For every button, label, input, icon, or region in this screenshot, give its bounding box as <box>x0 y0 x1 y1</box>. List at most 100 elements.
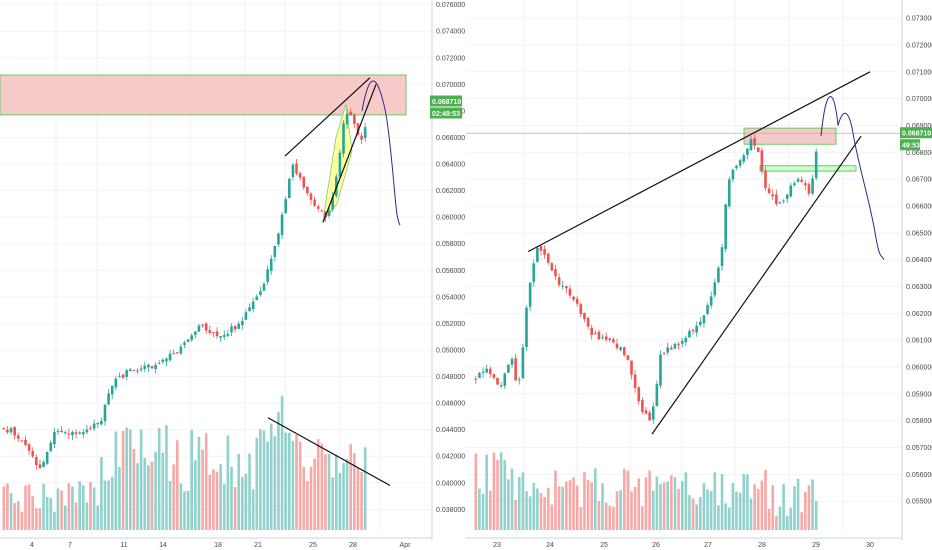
candle-body[interactable] <box>800 179 804 182</box>
candle-body[interactable] <box>622 347 626 356</box>
candle-body[interactable] <box>353 114 356 124</box>
candle-body[interactable] <box>626 355 630 360</box>
candle-body[interactable] <box>248 307 251 312</box>
candle-body[interactable] <box>554 269 557 277</box>
candle-body[interactable] <box>338 152 342 177</box>
candle-body[interactable] <box>251 301 255 309</box>
candle-body[interactable] <box>298 173 302 178</box>
candle-body[interactable] <box>778 202 782 204</box>
candle-body[interactable] <box>749 139 753 151</box>
candle-body[interactable] <box>147 364 150 368</box>
candle-body[interactable] <box>132 370 136 372</box>
candle-body[interactable] <box>349 111 353 116</box>
candle-body[interactable] <box>316 206 320 209</box>
candle-body[interactable] <box>226 333 230 336</box>
candle-body[interactable] <box>356 123 360 135</box>
candle-body[interactable] <box>172 353 175 355</box>
candle-body[interactable] <box>507 364 510 373</box>
candle-body[interactable] <box>760 150 764 172</box>
candle-body[interactable] <box>695 325 698 333</box>
candle-body[interactable] <box>38 464 42 469</box>
resistance-zone[interactable] <box>0 74 407 116</box>
candle-body[interactable] <box>579 304 583 314</box>
candle-body[interactable] <box>31 450 35 457</box>
candle-body[interactable] <box>345 113 349 125</box>
candle-body[interactable] <box>485 368 488 373</box>
candle-body[interactable] <box>27 444 31 451</box>
candle-body[interactable] <box>532 263 536 283</box>
candle-body[interactable] <box>157 362 161 364</box>
candle-body[interactable] <box>764 170 767 188</box>
candle-body[interactable] <box>713 282 717 296</box>
candle-body[interactable] <box>331 196 334 210</box>
candle-body[interactable] <box>96 422 100 425</box>
candle-body[interactable] <box>604 336 608 340</box>
candle-body[interactable] <box>706 305 709 314</box>
candle-body[interactable] <box>161 359 165 362</box>
candle-body[interactable] <box>724 204 727 249</box>
candle-body[interactable] <box>804 183 807 186</box>
candle-body[interactable] <box>641 400 644 412</box>
candle-body[interactable] <box>586 317 590 327</box>
candle-body[interactable] <box>756 147 760 152</box>
candle-body[interactable] <box>782 200 785 202</box>
candle-body[interactable] <box>811 178 814 194</box>
candle-body[interactable] <box>280 214 284 236</box>
candle-body[interactable] <box>179 346 183 354</box>
candle-body[interactable] <box>478 373 481 378</box>
candle-body[interactable] <box>168 353 172 361</box>
candle-body[interactable] <box>103 404 107 422</box>
candle-body[interactable] <box>720 247 724 266</box>
candle-body[interactable] <box>215 331 219 337</box>
candle-body[interactable] <box>136 370 139 372</box>
candle-body[interactable] <box>302 176 306 188</box>
candle-body[interactable] <box>284 199 287 213</box>
candle-body[interactable] <box>100 420 103 425</box>
candle-body[interactable] <box>637 387 641 402</box>
candle-body[interactable] <box>241 320 244 325</box>
candle-body[interactable] <box>731 169 735 180</box>
candle-body[interactable] <box>608 338 612 340</box>
candle-body[interactable] <box>735 165 738 168</box>
candle-body[interactable] <box>320 210 324 212</box>
left-chart[interactable]: 0.0760000.0740000.0720000.0700000.068000… <box>0 0 466 550</box>
candle-body[interactable] <box>561 285 565 287</box>
candle-body[interactable] <box>71 431 74 436</box>
candle-body[interactable] <box>53 432 56 445</box>
projection-curve[interactable] <box>361 80 401 226</box>
candle-body[interactable] <box>474 378 478 380</box>
candle-body[interactable] <box>266 269 269 282</box>
candle-body[interactable] <box>673 343 677 349</box>
candle-body[interactable] <box>35 457 38 466</box>
lower-trendline[interactable] <box>651 135 862 435</box>
candle-body[interactable] <box>793 183 796 186</box>
candle-body[interactable] <box>583 312 586 320</box>
candle-body[interactable] <box>143 365 147 370</box>
candle-body[interactable] <box>244 312 248 320</box>
candle-body[interactable] <box>6 429 9 433</box>
lower-trendline[interactable] <box>322 84 377 223</box>
candle-body[interactable] <box>212 332 215 334</box>
candle-body[interactable] <box>503 373 507 386</box>
candle-body[interactable] <box>785 194 789 199</box>
candle-body[interactable] <box>659 354 662 386</box>
left-chart-panel[interactable]: 0.0760000.0740000.0720000.0700000.068000… <box>0 0 466 550</box>
candle-body[interactable] <box>655 383 659 407</box>
candle-body[interactable] <box>590 327 593 335</box>
candle-body[interactable] <box>277 233 280 245</box>
candle-body[interactable] <box>262 283 266 291</box>
candle-body[interactable] <box>601 337 604 339</box>
candle-body[interactable] <box>546 253 550 263</box>
candle-body[interactable] <box>488 368 492 374</box>
candle-body[interactable] <box>295 163 298 174</box>
candle-body[interactable] <box>60 430 63 433</box>
candle-body[interactable] <box>568 288 572 296</box>
candle-body[interactable] <box>677 344 680 346</box>
candle-body[interactable] <box>190 335 194 340</box>
candle-body[interactable] <box>644 410 648 414</box>
candle-body[interactable] <box>539 245 543 251</box>
candle-body[interactable] <box>154 364 157 369</box>
candle-body[interactable] <box>114 378 118 388</box>
candle-body[interactable] <box>789 185 793 197</box>
